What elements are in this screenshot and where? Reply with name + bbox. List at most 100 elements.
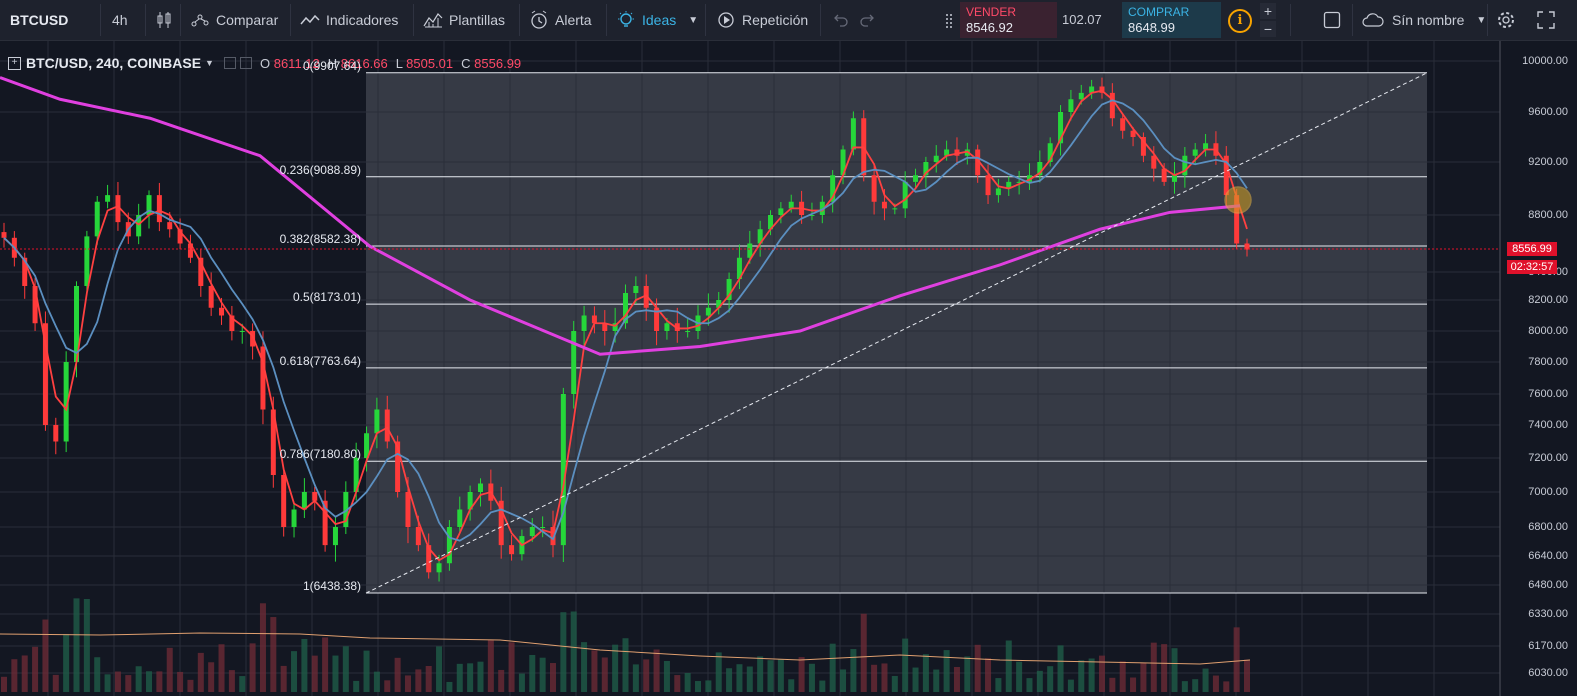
volume-bar <box>891 675 898 692</box>
alarm-clock-icon <box>529 10 549 30</box>
volume-bar <box>922 654 929 692</box>
candle-body <box>167 222 173 230</box>
candle-body <box>871 175 877 202</box>
buy-button[interactable]: COMPRAR 8648.99 <box>1122 2 1221 38</box>
volume-bar <box>394 657 401 692</box>
price-chart[interactable] <box>0 41 1577 696</box>
layout-name-label: Sín nombre <box>1392 12 1465 28</box>
divider <box>705 4 706 36</box>
volume-bar <box>1223 681 1230 692</box>
price-axis-label: 9600.00 <box>1528 106 1568 118</box>
redo-icon <box>858 10 878 30</box>
candle-body <box>954 149 960 156</box>
volume-bar <box>632 664 639 692</box>
candle-body <box>208 286 214 308</box>
chevron-down-icon[interactable]: ▼ <box>688 14 699 26</box>
candle-body <box>146 195 152 215</box>
candle-body <box>975 149 981 176</box>
volume-bar <box>1181 681 1188 692</box>
volume-bar <box>539 657 546 692</box>
volume-bar <box>467 663 474 692</box>
settings-small-icon[interactable] <box>239 57 252 69</box>
symbol-search[interactable]: BTCUSD <box>10 12 69 28</box>
candle-body <box>42 323 48 425</box>
layout-name-button[interactable]: Sín nombre ▼ <box>1360 0 1486 40</box>
candle-body <box>1068 99 1074 112</box>
volume-bar <box>456 663 463 692</box>
volume-bar <box>104 674 111 692</box>
candle-body <box>301 492 307 510</box>
price-axis-label: 6480.00 <box>1528 579 1568 591</box>
candle-body <box>281 475 287 527</box>
candle-body <box>571 331 577 394</box>
volume-bar <box>52 674 59 692</box>
drag-handle-icon[interactable] <box>945 0 953 40</box>
candle-body <box>757 229 763 244</box>
fullscreen-button[interactable] <box>1536 0 1562 40</box>
gear-icon <box>1496 10 1516 30</box>
candle-body <box>260 346 266 410</box>
volume-bar <box>187 679 194 692</box>
volume-bar <box>746 666 753 692</box>
compare-button[interactable]: Comparar <box>190 0 278 40</box>
volume-bar <box>705 680 712 692</box>
collapse-icon[interactable]: + <box>8 56 21 70</box>
chart-type-button[interactable] <box>154 0 180 40</box>
info-icon[interactable]: i <box>1228 9 1252 33</box>
price-axis-label: 6330.00 <box>1528 608 1568 620</box>
interval-button[interactable]: 4h <box>112 12 128 28</box>
volume-bar <box>643 659 650 692</box>
volume-bar <box>21 655 28 692</box>
candle-body <box>881 201 887 209</box>
price-axis-label: 9200.00 <box>1528 156 1568 168</box>
volume-bar <box>1026 678 1033 692</box>
volume-bar <box>995 678 1002 692</box>
ma-fast-line <box>3 89 1248 562</box>
divider <box>100 4 101 36</box>
sell-button[interactable]: VENDER 8546.92 <box>960 2 1057 38</box>
legend-symbol[interactable]: BTC/USD, 240, COINBASE <box>26 55 202 71</box>
plus-icon[interactable]: + <box>1260 3 1276 19</box>
candle-body <box>270 409 276 475</box>
candle-body <box>322 500 328 546</box>
volume-bar <box>518 673 525 692</box>
volume-bar <box>736 664 743 692</box>
settings-button[interactable] <box>1496 0 1522 40</box>
alert-button[interactable]: Alerta <box>529 0 592 40</box>
volume-bar <box>715 652 722 692</box>
volume-bar <box>322 637 329 692</box>
buy-price: 8648.99 <box>1128 20 1175 35</box>
volume-bar <box>798 657 805 692</box>
candle-body <box>332 527 338 546</box>
volume-bar <box>498 669 505 692</box>
replay-button[interactable]: Repetición <box>716 0 808 40</box>
candle-body <box>177 229 183 244</box>
fullscreen-toggle[interactable] <box>1322 0 1348 40</box>
minus-icon[interactable]: − <box>1260 21 1276 37</box>
candle-body <box>405 492 411 527</box>
candle-body <box>654 307 660 331</box>
price-axis-label: 10000.00 <box>1522 55 1568 67</box>
ideas-button[interactable]: Ideas ▼ <box>616 0 698 40</box>
sell-label: VENDER <box>966 5 1017 19</box>
caret-down-icon[interactable]: ▼ <box>205 58 214 68</box>
divider <box>180 4 181 36</box>
undo-button[interactable] <box>830 0 856 40</box>
indicators-button[interactable]: Indicadores <box>300 0 398 40</box>
redo-button[interactable] <box>858 0 884 40</box>
volume-bar <box>1088 658 1095 692</box>
volume-bar <box>1016 661 1023 692</box>
volume-bar <box>1047 666 1054 692</box>
volume-bar <box>1140 662 1147 692</box>
eye-icon[interactable] <box>223 57 236 69</box>
chevron-down-icon[interactable]: ▼ <box>1476 14 1487 26</box>
candle-body <box>581 315 587 331</box>
volume-bar <box>477 661 484 692</box>
candle-body <box>1047 143 1053 162</box>
templates-button[interactable]: Plantillas <box>423 0 505 40</box>
volume-bar <box>570 611 577 692</box>
volume-bar <box>1 676 7 692</box>
candle-body <box>1016 181 1022 183</box>
candle-body <box>343 492 349 527</box>
expand-icon <box>1536 10 1556 30</box>
